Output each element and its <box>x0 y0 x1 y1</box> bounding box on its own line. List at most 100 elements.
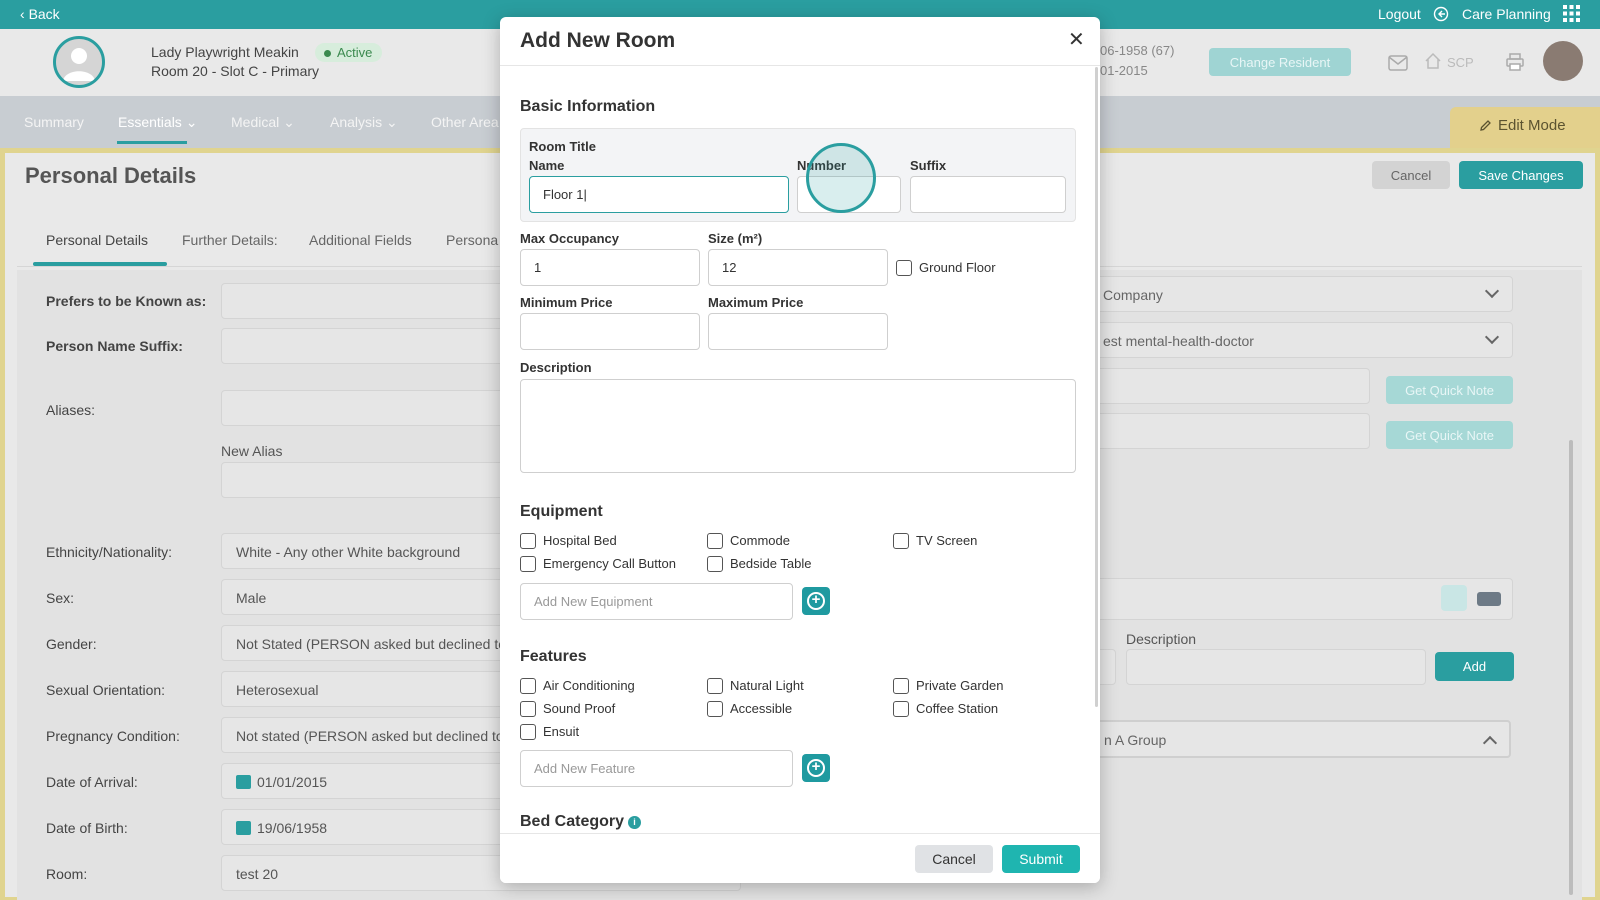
max-occupancy-input[interactable]: 1 <box>520 249 700 286</box>
tab-personal-details[interactable]: Personal Details <box>46 232 148 248</box>
resident-name: Lady Playwright Meakin <box>151 44 299 60</box>
max-occupancy-value: 1 <box>534 260 542 275</box>
min-price-input[interactable] <box>520 313 700 350</box>
company-select[interactable]: Company <box>1090 276 1513 312</box>
edit-mode-button[interactable]: Edit Mode <box>1450 107 1600 148</box>
room-name-value: Floor 1 <box>543 187 584 202</box>
ground-floor-checkbox[interactable] <box>896 260 912 276</box>
page-scrollbar[interactable] <box>1569 440 1573 895</box>
company-value: Company <box>1103 287 1163 303</box>
natural-light-label: Natural Light <box>730 678 804 693</box>
printer-icon[interactable] <box>1505 52 1525 72</box>
tab-active-indicator <box>33 262 167 266</box>
ethnicity-label: Ethnicity/Nationality: <box>46 544 173 560</box>
nav-medical[interactable]: Medical ⌄ <box>231 114 295 131</box>
ensuit-label: Ensuit <box>543 724 580 739</box>
add-feature-plus-icon[interactable] <box>802 754 830 782</box>
mail-icon[interactable] <box>1388 55 1408 71</box>
new-feature-input[interactable]: Add New Feature <box>520 750 793 787</box>
page-cancel-button[interactable]: Cancel <box>1372 161 1450 189</box>
doctor-select[interactable]: est mental-health-doctor <box>1090 322 1513 358</box>
change-resident-button[interactable]: Change Resident <box>1209 48 1351 76</box>
modal-title: Add New Room <box>520 29 676 52</box>
emergency-call-label: Emergency Call Button <box>543 556 676 571</box>
ensuit-checkbox[interactable] <box>520 724 536 740</box>
ethnicity-value: White - Any other White background <box>236 544 461 560</box>
nav-summary[interactable]: Summary <box>24 114 84 130</box>
chevron-down-icon: ⌄ <box>283 114 295 130</box>
add-button[interactable]: Add <box>1435 652 1514 681</box>
arrival-value: 01/01/2015 <box>257 774 328 790</box>
nav-analysis-label: Analysis <box>330 114 383 130</box>
max-price-label: Maximum Price <box>708 295 804 310</box>
sex-label: Sex: <box>46 590 75 606</box>
arrival-label: Date of Arrival: <box>46 774 138 790</box>
known-as-label: Prefers to be Known as: <box>46 293 207 309</box>
back-label: Back <box>28 6 60 22</box>
bed-category-heading: Bed Category i <box>520 813 642 831</box>
emergency-call-checkbox[interactable] <box>520 556 536 572</box>
calendar-icon <box>236 821 251 835</box>
doctor-value: est mental-health-doctor <box>1103 333 1254 349</box>
nav-analysis[interactable]: Analysis ⌄ <box>330 114 398 131</box>
tab-additional-fields[interactable]: Additional Fields <box>309 232 412 248</box>
nav-other-area[interactable]: Other Area <box>431 114 499 130</box>
max-occupancy-label: Max Occupancy <box>520 231 619 246</box>
natural-light-checkbox[interactable] <box>707 678 723 694</box>
gender-value: Not Stated (PERSON asked but declined to <box>236 636 507 652</box>
care-planning-link[interactable]: Care Planning <box>1462 6 1551 22</box>
close-icon[interactable]: ✕ <box>1068 29 1085 51</box>
back-link[interactable]: ‹ Back <box>20 6 60 22</box>
bed-category-label: Bed Category <box>520 813 625 830</box>
commode-checkbox[interactable] <box>707 533 723 549</box>
modal-divider <box>500 65 1100 66</box>
private-garden-checkbox[interactable] <box>893 678 909 694</box>
apps-grid-icon[interactable] <box>1563 5 1580 22</box>
submit-button[interactable]: Submit <box>1002 845 1080 873</box>
sound-proof-checkbox[interactable] <box>520 701 536 717</box>
name-label: Name <box>529 158 565 173</box>
info-icon[interactable]: i <box>628 816 642 829</box>
get-quick-note-button-1[interactable]: Get Quick Note <box>1386 376 1513 404</box>
tab-persona[interactable]: Persona <box>446 232 499 248</box>
accessible-checkbox[interactable] <box>707 701 723 717</box>
tab-further-details[interactable]: Further Details: <box>182 232 278 248</box>
logout-icon[interactable] <box>1433 6 1449 22</box>
user-avatar[interactable] <box>1543 41 1583 81</box>
modal-scrollbar[interactable] <box>1095 67 1098 707</box>
new-equipment-input[interactable]: Add New Equipment <box>520 583 793 620</box>
resident-dob: 06-1958 (67) <box>1100 43 1175 58</box>
hospital-bed-checkbox[interactable] <box>520 533 536 549</box>
max-price-input[interactable] <box>708 313 888 350</box>
delete-icon[interactable] <box>1477 592 1501 606</box>
calendar-icon <box>236 775 251 789</box>
save-changes-button[interactable]: Save Changes <box>1459 161 1583 189</box>
description-input[interactable] <box>1126 649 1426 685</box>
coffee-station-checkbox[interactable] <box>893 701 909 717</box>
bedside-table-checkbox[interactable] <box>707 556 723 572</box>
equipment-heading: Equipment <box>520 503 603 520</box>
home-icon[interactable] <box>1424 52 1442 70</box>
room-name-input[interactable]: Floor 1| <box>529 176 789 213</box>
sex-value: Male <box>236 590 267 606</box>
modal-cancel-button[interactable]: Cancel <box>915 845 993 873</box>
chevron-down-icon: ⌄ <box>185 114 198 130</box>
tv-screen-label: TV Screen <box>916 533 978 548</box>
air-conditioning-checkbox[interactable] <box>520 678 536 694</box>
get-quick-note-button-2[interactable]: Get Quick Note <box>1386 421 1513 449</box>
nav-medical-label: Medical <box>231 114 280 130</box>
scp-label[interactable]: SCP <box>1447 55 1474 70</box>
logout-link[interactable]: Logout <box>1378 6 1421 22</box>
size-input[interactable]: 12 <box>708 249 888 286</box>
nav-active-indicator <box>117 141 187 144</box>
edit-icon[interactable] <box>1441 585 1467 611</box>
quick-note-input-1[interactable] <box>1090 368 1370 404</box>
add-equipment-plus-icon[interactable] <box>802 587 830 615</box>
dob-value: 19/06/1958 <box>257 820 328 836</box>
tv-screen-checkbox[interactable] <box>893 533 909 549</box>
add-room-modal: Add New Room ✕ Basic Information Room Ti… <box>500 17 1100 883</box>
name-suffix-label: Person Name Suffix: <box>46 338 183 354</box>
description-textarea[interactable] <box>520 379 1076 473</box>
nav-essentials[interactable]: Essentials ⌄ <box>118 114 197 131</box>
room-suffix-input[interactable] <box>910 176 1066 213</box>
